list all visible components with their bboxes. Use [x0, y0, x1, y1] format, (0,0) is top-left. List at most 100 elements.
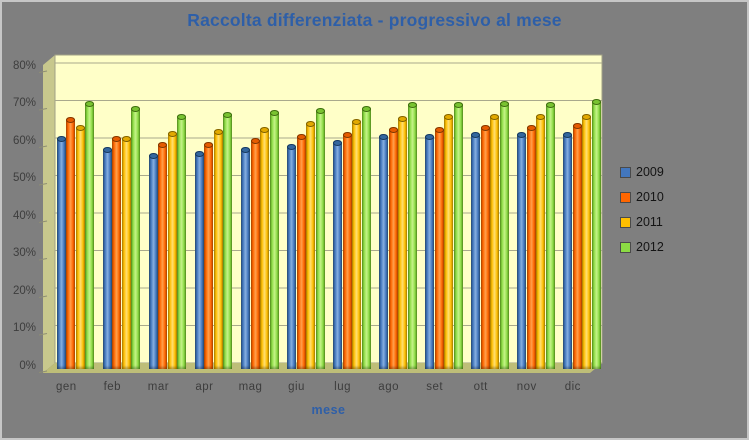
bar-2011-gen [75, 124, 85, 369]
x-axis-label-feb: feb [103, 381, 122, 393]
bar-cap [131, 106, 141, 113]
x-axis-label-dic: dic [564, 381, 581, 393]
bar-2009-giu [287, 143, 297, 369]
y-tick [38, 183, 48, 186]
bar-cap [499, 100, 509, 107]
bar-2011-set [444, 113, 454, 369]
bar-2010-gen [66, 117, 76, 369]
bar-cap [453, 102, 463, 109]
bar-2012-giu [315, 108, 325, 369]
bar-2011-dic [582, 113, 592, 369]
bar-2011-mag [260, 126, 269, 369]
bar-2009-apr [194, 151, 204, 369]
x-axis-label-lug: lug [334, 381, 352, 393]
bar-cap [572, 123, 582, 129]
x-axis-label-mar: mar [147, 381, 170, 393]
x-axis-label-apr: apr [195, 381, 214, 393]
bar-2009-nov [517, 132, 527, 369]
bar-2009-ago [379, 134, 389, 369]
bar-cap [102, 147, 112, 154]
y-tick [38, 333, 48, 336]
bar-cap [545, 102, 555, 109]
bar-2012-feb [131, 106, 141, 369]
bar-2012-set [453, 102, 463, 369]
y-axis-label: 60% [12, 134, 36, 147]
bar-cap [269, 109, 279, 116]
bar-cap [85, 100, 95, 107]
bar-2012-mag [269, 109, 279, 369]
bar-2010-set [434, 126, 444, 369]
bar-cap [444, 113, 454, 120]
bar-2011-giu [306, 121, 316, 369]
bar-cap [250, 138, 260, 144]
bar-2011-lug [352, 119, 362, 369]
bar-2011-ago [398, 115, 408, 369]
bar-cap [260, 126, 269, 133]
bar-cap [490, 113, 500, 120]
bar-2010-giu [296, 134, 306, 369]
x-axis-title: mese [311, 403, 346, 417]
y-tick [38, 108, 48, 111]
bar-2009-gen [56, 136, 66, 369]
y-axis-label: 80% [12, 59, 36, 72]
bar-cap [148, 153, 158, 159]
bar-2012-mar [177, 113, 187, 369]
y-tick [38, 220, 48, 223]
bar-cap [177, 113, 187, 120]
y-tick [38, 145, 48, 148]
bar-2012-apr [223, 111, 233, 369]
bar-cap [158, 141, 168, 148]
bar-cap [121, 136, 131, 143]
y-axis-label: 10% [12, 322, 36, 334]
bar-cap [591, 98, 601, 105]
x-axis-label-set: set [426, 381, 444, 393]
bar-2010-mag [250, 138, 260, 369]
bar-2012-ott [499, 100, 509, 369]
y-tick [38, 258, 48, 261]
bar-cap [306, 121, 316, 128]
y-axis-label: 70% [12, 97, 36, 109]
bar-2009-dic [563, 132, 573, 369]
bar-cap [480, 124, 490, 131]
bar-cap [287, 143, 297, 150]
bar-cap [563, 132, 573, 139]
bar-cap [241, 147, 250, 154]
bar-2009-ott [471, 132, 481, 369]
side-wall [43, 55, 55, 373]
bar-2012-lug [361, 106, 371, 369]
legend-swatch-icon [620, 217, 631, 228]
bar-2009-lug [333, 139, 343, 369]
bar-cap [582, 113, 592, 120]
x-axis-label-mag: mag [238, 381, 263, 393]
bar-2010-nov [526, 124, 536, 369]
bar-cap [56, 136, 66, 143]
legend-label: 2012 [636, 240, 664, 254]
bar-cap [425, 134, 435, 141]
legend-label: 2009 [636, 165, 664, 179]
bar-cap [194, 151, 204, 158]
legend-label: 2011 [636, 215, 663, 229]
bar-cap [434, 126, 444, 133]
bar-cap [213, 128, 223, 135]
bar-cap [407, 102, 417, 109]
bar-2011-feb [121, 136, 131, 369]
bar-2009-mag [241, 147, 250, 369]
y-axis-label: 40% [12, 209, 36, 222]
bar-2010-ago [388, 126, 398, 369]
chart-title: Raccolta differenziata - progressivo al … [187, 10, 562, 30]
y-axis-label: 50% [12, 172, 36, 184]
bar-2011-ott [490, 113, 500, 369]
bar-cap [526, 124, 536, 131]
bar-cap [398, 115, 408, 122]
legend-item-2010: 2010 [620, 191, 664, 204]
x-axis-label-ago: ago [378, 381, 399, 393]
x-axis-label-ott: ott [473, 381, 488, 393]
x-axis-label-gen: gen [55, 381, 77, 393]
x-axis-label-giu: giu [288, 381, 305, 393]
legend-item-2011: 2011 [620, 216, 664, 229]
x-axis-label-nov: nov [516, 381, 537, 393]
bar-cap [517, 132, 527, 139]
bar-cap [333, 139, 343, 146]
